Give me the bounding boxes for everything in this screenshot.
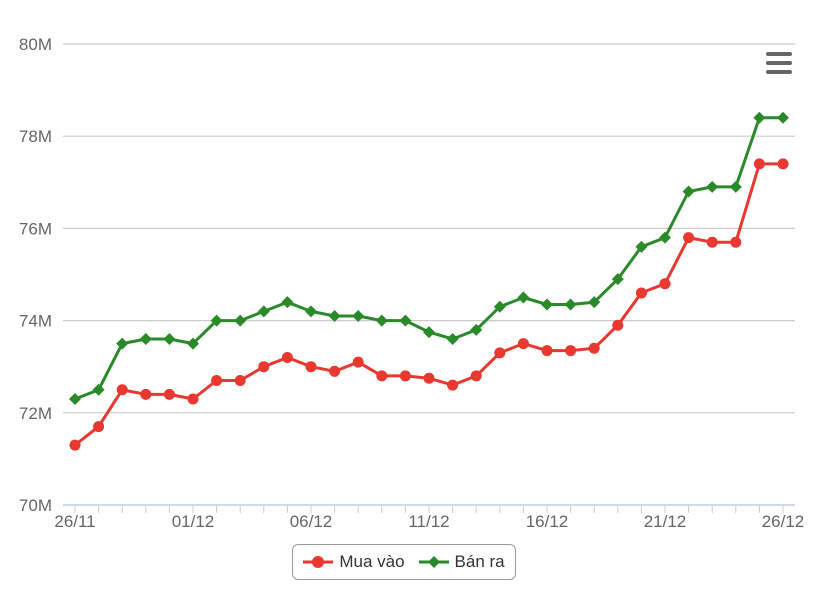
data-point[interactable] (777, 158, 789, 170)
legend-item-ban-ra[interactable]: Bán ra (418, 552, 505, 572)
series-0 (69, 158, 789, 451)
data-point[interactable] (69, 439, 81, 451)
data-point[interactable] (116, 384, 128, 396)
data-point[interactable] (352, 309, 365, 322)
data-point[interactable] (211, 375, 223, 387)
data-point[interactable] (210, 314, 223, 327)
data-point[interactable] (305, 361, 317, 373)
data-point[interactable] (588, 342, 600, 354)
x-tick-label: 21/12 (644, 512, 687, 531)
data-point[interactable] (140, 388, 152, 400)
data-point[interactable] (423, 372, 435, 384)
y-tick-label: 72M (19, 404, 52, 423)
data-point[interactable] (612, 319, 624, 331)
data-point[interactable] (611, 273, 624, 286)
data-point[interactable] (517, 291, 530, 304)
hamburger-menu-icon-bar (766, 61, 792, 65)
data-point[interactable] (729, 180, 742, 193)
y-tick-label: 80M (19, 35, 52, 54)
data-point[interactable] (753, 111, 766, 124)
y-tick-label: 76M (19, 219, 52, 238)
data-point[interactable] (682, 185, 695, 198)
data-point[interactable] (447, 379, 459, 391)
data-point[interactable] (375, 314, 388, 327)
y-axis-ticks: 70M 72M 74M 76M 78M 80M (19, 35, 52, 515)
series-1 (69, 111, 789, 405)
diamond-marker-icon (418, 556, 449, 568)
series-layer (69, 111, 789, 451)
data-point[interactable] (730, 236, 742, 248)
data-point[interactable] (683, 232, 695, 244)
data-point[interactable] (163, 333, 176, 346)
data-point[interactable] (187, 393, 199, 405)
x-tick-label: 26/11 (54, 512, 95, 531)
legend-label-mua-vao: Mua vào (339, 552, 405, 571)
y-tick-label: 78M (19, 127, 52, 146)
chart-legend: Mua vào Bán ra (292, 544, 516, 580)
data-point[interactable] (257, 305, 270, 318)
data-point[interactable] (234, 375, 246, 387)
chart-menu-button[interactable] (760, 48, 798, 78)
y-tick-label: 70M (19, 496, 52, 515)
data-point[interactable] (470, 323, 483, 336)
data-point[interactable] (588, 296, 601, 309)
data-point[interactable] (659, 231, 671, 244)
circle-marker-icon (303, 556, 334, 568)
data-point[interactable] (376, 370, 388, 382)
series-line (74, 162, 783, 447)
data-point[interactable] (305, 305, 317, 318)
x-axis-ticks: 26/11 01/12 06/12 11/12 16/12 21/12 26/12 (54, 512, 804, 531)
x-tick-label: 26/12 (762, 512, 805, 531)
legend-item-mua-vao[interactable]: Mua vào (303, 552, 405, 572)
data-point[interactable] (564, 298, 577, 311)
data-point[interactable] (423, 326, 435, 339)
y-tick-label: 74M (19, 312, 52, 331)
data-point[interactable] (187, 337, 199, 350)
x-tick-label: 16/12 (526, 512, 569, 531)
data-point[interactable] (93, 421, 105, 433)
data-point[interactable] (69, 392, 81, 405)
data-point[interactable] (493, 300, 506, 313)
data-point[interactable] (281, 351, 293, 363)
data-point[interactable] (541, 345, 553, 357)
data-point[interactable] (541, 298, 553, 311)
x-tick-label: 01/12 (172, 512, 215, 531)
data-point[interactable] (517, 338, 529, 350)
data-point[interactable] (706, 236, 718, 248)
data-point[interactable] (234, 314, 247, 327)
data-point[interactable] (328, 309, 341, 322)
data-point[interactable] (399, 314, 412, 327)
hamburger-menu-icon-bar (766, 70, 792, 74)
data-point[interactable] (399, 370, 411, 382)
data-point[interactable] (565, 345, 577, 357)
data-point[interactable] (258, 361, 270, 373)
data-point[interactable] (92, 383, 105, 396)
x-tick-label: 06/12 (290, 512, 333, 531)
data-point[interactable] (352, 356, 364, 368)
legend-label-ban-ra: Bán ra (454, 552, 505, 571)
data-point[interactable] (635, 240, 648, 253)
x-tick-label: 11/12 (408, 512, 449, 531)
data-point[interactable] (494, 347, 506, 359)
data-point[interactable] (777, 111, 789, 124)
data-point[interactable] (329, 365, 341, 377)
data-point[interactable] (470, 370, 482, 382)
data-point[interactable] (753, 158, 765, 170)
data-point[interactable] (281, 296, 294, 309)
data-point[interactable] (116, 337, 129, 350)
data-point[interactable] (635, 287, 647, 299)
hamburger-menu-icon (766, 52, 792, 56)
data-point[interactable] (706, 180, 719, 193)
data-point[interactable] (446, 333, 459, 346)
data-point[interactable] (659, 278, 671, 290)
data-point[interactable] (163, 388, 175, 400)
data-point[interactable] (139, 333, 152, 346)
gridlines (63, 43, 795, 414)
x-axis (63, 504, 795, 513)
